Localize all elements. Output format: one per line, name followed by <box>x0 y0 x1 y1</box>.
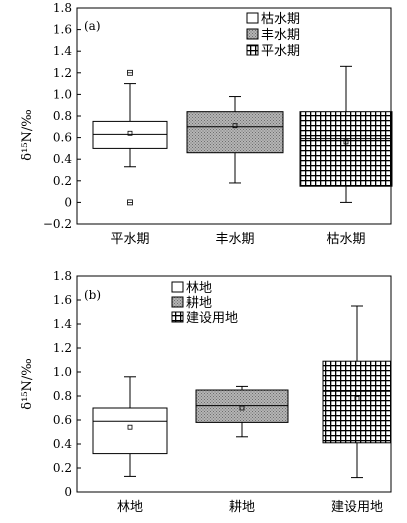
box-3 <box>299 65 393 203</box>
box-series <box>92 305 392 479</box>
y-tick-label: 1.0 <box>53 87 72 101</box>
y-tick-label: 0.2 <box>53 174 72 188</box>
category-label: 林地 <box>117 500 143 515</box>
legend-swatch <box>171 311 184 323</box>
mean-marker <box>127 424 133 430</box>
y-tick-label: 0.8 <box>53 109 72 123</box>
box-iqr <box>186 111 284 154</box>
legend-item: 建设用地 <box>171 311 238 326</box>
legend-label: 平水期 <box>261 44 300 59</box>
legend-label: 耕地 <box>186 295 212 311</box>
y-axis-ticks: 0 0.2 0.4 0.6 0.8 1.0 1.2 1.4 1.6 1.8 <box>53 269 81 499</box>
box-iqr <box>322 360 392 444</box>
legend-swatch <box>246 12 259 24</box>
y-tick-label: −0.2 <box>43 217 72 231</box>
y-tick-label: 1.2 <box>53 341 72 355</box>
legend-label: 建设用地 <box>186 311 238 326</box>
category-label: 耕地 <box>229 499 255 515</box>
y-tick-label: 1.2 <box>53 66 72 80</box>
category-label: 建设用地 <box>331 500 383 515</box>
y-tick-label: 0.6 <box>53 131 72 145</box>
plot-frame <box>76 7 392 225</box>
y-tick-label: 1.8 <box>53 1 72 15</box>
panel-label: (a) <box>84 19 101 33</box>
box-2 <box>195 385 289 438</box>
y-tick-label: 0.4 <box>53 437 72 451</box>
legend-swatch <box>246 28 259 40</box>
y-tick-label: 1.4 <box>53 317 72 331</box>
legend-label: 枯水期 <box>261 12 300 27</box>
legend-label: 丰水期 <box>261 28 300 43</box>
mean-marker <box>127 130 133 136</box>
y-tick-label: 0 <box>64 485 72 499</box>
outlier-marker <box>127 199 133 206</box>
mean-marker <box>343 139 349 145</box>
category-label: 枯水期 <box>326 232 365 247</box>
box-3 <box>322 305 392 479</box>
outlier-marker <box>127 69 133 76</box>
legend-label: 林地 <box>186 281 212 296</box>
legend-item: 耕地 <box>171 295 212 311</box>
y-tick-label: 0 <box>64 195 72 209</box>
y-axis-ticks: −0.2 0 0.2 0.4 0.6 0.8 1.0 1.2 1.4 1.6 1.8 <box>43 1 81 231</box>
legend-swatch <box>171 281 184 293</box>
category-labels: 平水期 丰水期 枯水期 <box>110 232 365 247</box>
y-tick-label: 0.8 <box>53 389 72 403</box>
mean-marker <box>354 395 360 401</box>
mean-marker <box>239 405 245 411</box>
y-tick-label: 0.6 <box>53 413 72 427</box>
plot-frame <box>76 275 392 493</box>
box-2 <box>186 96 284 184</box>
y-tick-label: 1.0 <box>53 365 72 379</box>
box-series <box>92 65 393 206</box>
category-labels: 林地 耕地 建设用地 <box>117 499 383 515</box>
panel-label: (b) <box>84 288 101 302</box>
y-tick-label: 0.4 <box>53 152 72 166</box>
y-tick-label: 1.6 <box>53 23 72 37</box>
y-axis-label: δ¹⁵N/‰ <box>20 109 35 160</box>
y-tick-label: 1.4 <box>53 44 72 58</box>
legend-item: 平水期 <box>246 44 300 59</box>
legend-swatch <box>171 296 184 308</box>
legend-item: 丰水期 <box>246 28 300 43</box>
legend-item: 枯水期 <box>246 12 300 27</box>
category-label: 平水期 <box>110 232 149 247</box>
box-1 <box>92 69 168 206</box>
y-tick-label: 1.8 <box>53 269 72 283</box>
box-1 <box>92 376 168 477</box>
category-label: 丰水期 <box>215 232 254 247</box>
legend-swatch <box>246 44 259 56</box>
legend-item: 林地 <box>171 281 212 296</box>
y-axis-label: δ¹⁵N/‰ <box>20 358 35 409</box>
y-tick-label: 0.2 <box>53 461 72 475</box>
box-iqr <box>92 407 168 455</box>
y-tick-label: 1.6 <box>53 293 72 307</box>
box-iqr <box>299 111 393 187</box>
mean-marker <box>232 123 238 129</box>
